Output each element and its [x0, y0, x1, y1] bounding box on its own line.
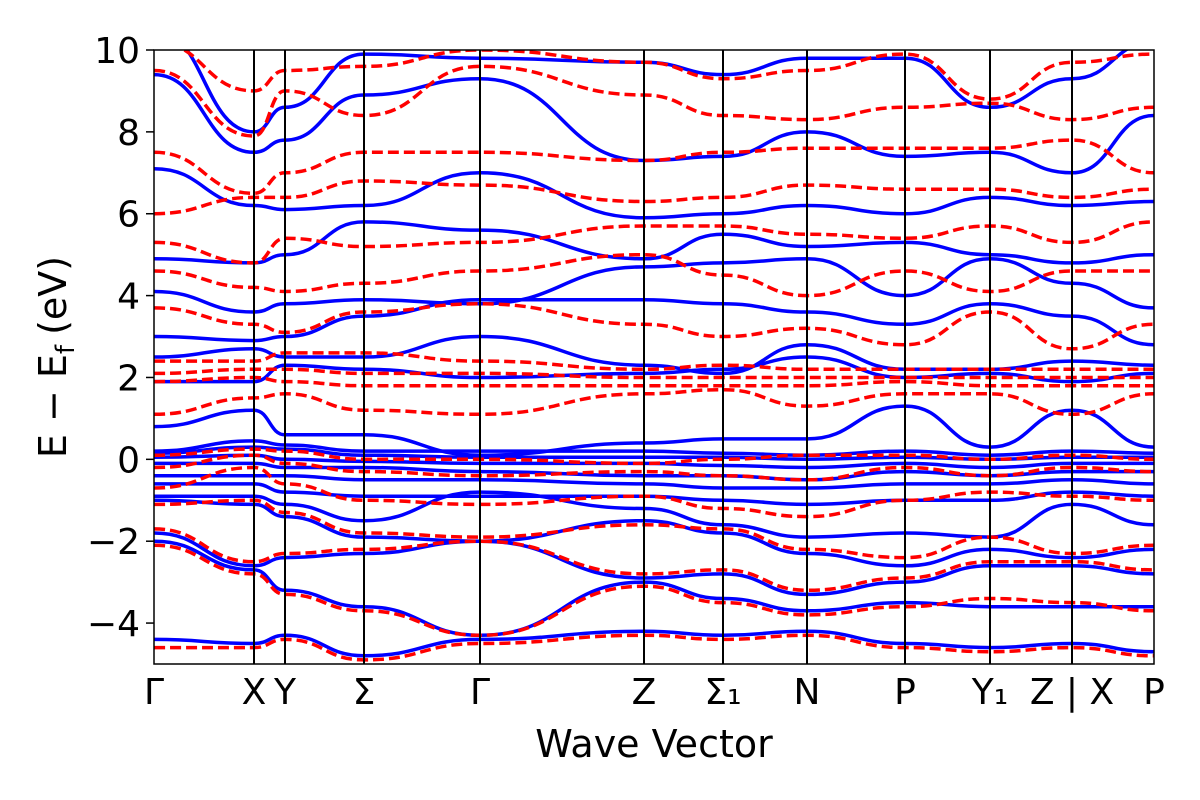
- y-tick-label: 6: [117, 195, 140, 236]
- x-tick-label: N: [794, 672, 821, 713]
- y-tick-label: 4: [117, 277, 140, 318]
- x-tick-label: Γ: [470, 672, 490, 713]
- x-tick-label: Y₁: [971, 672, 1008, 713]
- x-tick-label: Σ₁: [704, 672, 741, 713]
- x-tick-label: X: [242, 672, 267, 713]
- y-axis-label-main: E − E: [31, 354, 75, 458]
- x-tick-label: Y: [273, 672, 297, 713]
- x-tick-label: Γ: [144, 672, 164, 713]
- x-tick-label: P: [1143, 672, 1165, 713]
- y-axis-label: E − Ef (eV): [31, 256, 81, 458]
- x-tick-label: Z: [632, 672, 657, 713]
- y-tick-label: 10: [94, 31, 140, 72]
- y-tick-label: 0: [117, 440, 140, 481]
- solid-band-4: [154, 490, 1154, 539]
- y-axis-ticks: 10 8 6 4 2 0 −2 −4: [87, 31, 154, 645]
- y-axis-label-unit: (eV): [31, 256, 75, 335]
- kpoint-lines: [253, 50, 1073, 664]
- y-tick-label: −4: [87, 604, 140, 645]
- y-tick-label: −2: [87, 522, 140, 563]
- y-axis-label-sub: f: [51, 344, 81, 354]
- y-tick-label: 2: [117, 358, 140, 399]
- x-axis-ticks: Γ X Y Σ Γ Z Σ₁ N P Y₁ Z | X P: [144, 672, 1165, 713]
- x-tick-label: Z | X: [1030, 672, 1114, 713]
- x-tick-label: Σ: [353, 672, 376, 713]
- plot-frame: [153, 49, 1155, 665]
- y-tick-label: 8: [117, 113, 140, 154]
- solid-band-19: [184, 50, 1129, 134]
- dashed-band-4: [154, 465, 1154, 519]
- x-axis-label: Wave Vector: [535, 722, 773, 766]
- x-tick-label: P: [894, 672, 916, 713]
